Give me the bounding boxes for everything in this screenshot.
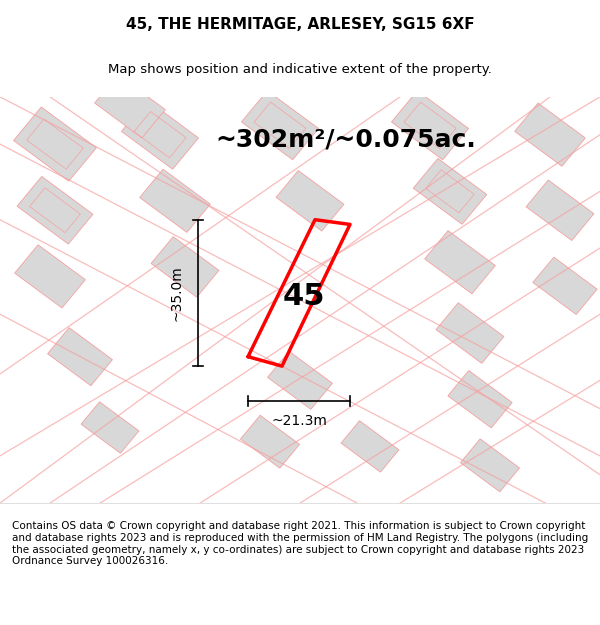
Polygon shape — [241, 415, 299, 468]
Polygon shape — [425, 231, 496, 294]
Polygon shape — [81, 402, 139, 453]
Text: ~35.0m: ~35.0m — [170, 265, 184, 321]
Polygon shape — [121, 100, 199, 169]
Polygon shape — [140, 169, 211, 232]
Polygon shape — [515, 103, 586, 166]
Text: ~302m²/~0.075ac.: ~302m²/~0.075ac. — [215, 127, 476, 151]
Polygon shape — [14, 107, 97, 181]
Polygon shape — [47, 328, 112, 386]
Polygon shape — [413, 158, 487, 224]
Polygon shape — [14, 245, 85, 308]
Polygon shape — [526, 180, 594, 241]
Polygon shape — [95, 75, 166, 138]
Text: Map shows position and indicative extent of the property.: Map shows position and indicative extent… — [108, 63, 492, 76]
Text: 45: 45 — [283, 282, 325, 311]
Polygon shape — [533, 257, 597, 314]
Polygon shape — [436, 302, 504, 363]
Polygon shape — [448, 371, 512, 428]
Polygon shape — [241, 91, 319, 160]
Polygon shape — [391, 91, 469, 160]
Text: 45, THE HERMITAGE, ARLESEY, SG15 6XF: 45, THE HERMITAGE, ARLESEY, SG15 6XF — [125, 17, 475, 32]
Polygon shape — [151, 237, 219, 298]
Polygon shape — [460, 439, 520, 492]
Polygon shape — [17, 176, 93, 244]
Polygon shape — [341, 421, 399, 472]
Text: Contains OS data © Crown copyright and database right 2021. This information is : Contains OS data © Crown copyright and d… — [12, 521, 588, 566]
Text: ~21.3m: ~21.3m — [271, 414, 327, 428]
Polygon shape — [268, 351, 332, 409]
Polygon shape — [276, 171, 344, 231]
